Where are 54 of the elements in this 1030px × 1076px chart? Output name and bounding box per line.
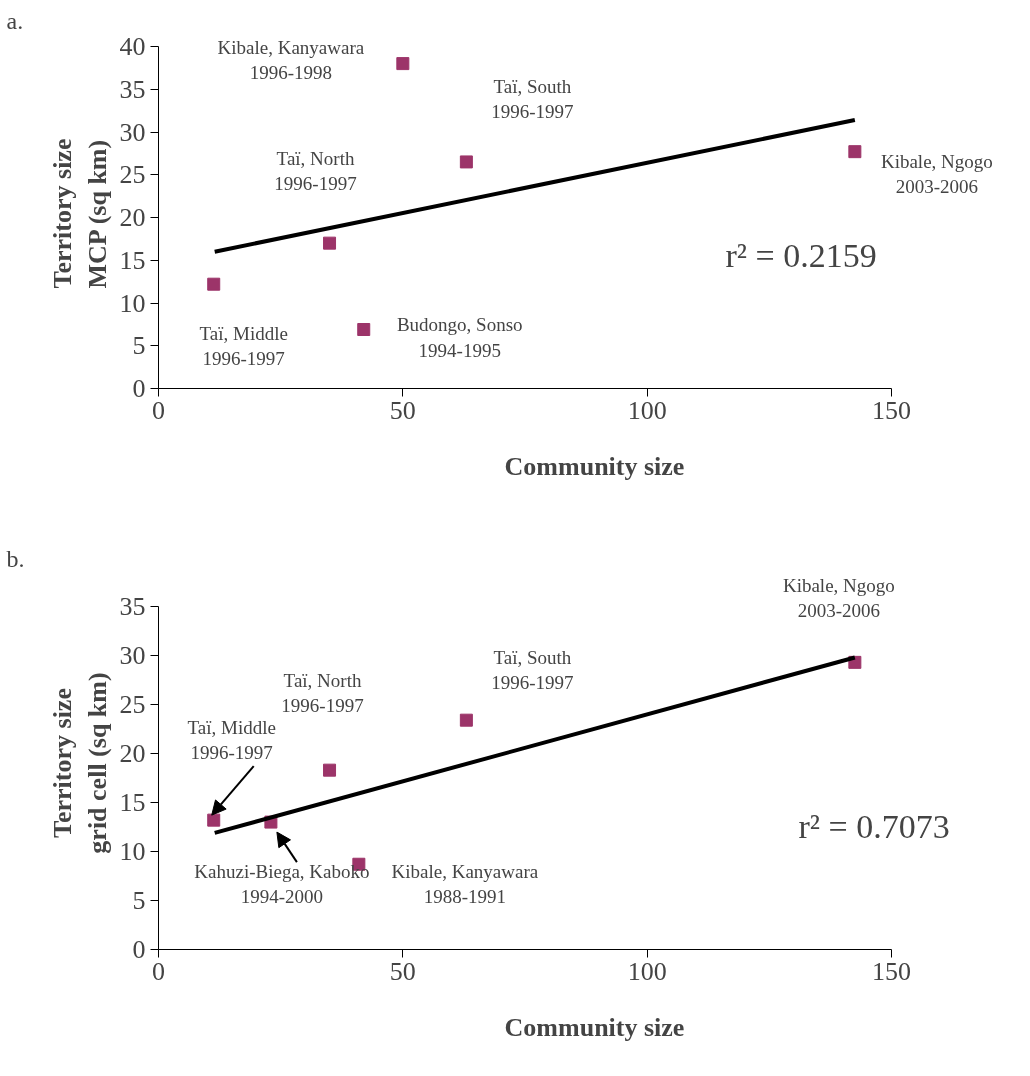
- x-tick-label: 100: [627, 956, 667, 986]
- point: [459, 155, 473, 169]
- x-axis-title: Community size: [504, 451, 685, 481]
- x-tick-label: 50: [389, 395, 416, 425]
- point: [207, 277, 221, 291]
- x-tick-label: 0: [152, 395, 165, 425]
- y-axis-title: Territory size MCP (sq km): [47, 138, 112, 289]
- annotation: Taï, North 1996-1997: [274, 148, 357, 195]
- y-tick-label: 30: [119, 117, 146, 147]
- y-tick-label: 10: [119, 288, 146, 318]
- chart-title: b.: [6, 545, 25, 572]
- point: [207, 813, 221, 827]
- chart-title: a.: [6, 7, 24, 34]
- y-tick-label: 25: [119, 690, 146, 719]
- x-tick-label: 150: [872, 956, 911, 986]
- annotation: Taï, South 1996-1997: [491, 647, 574, 694]
- y-tick-label: 20: [119, 203, 146, 232]
- annotation: Kahuzi-Biega, Kaboko 1994-2000: [194, 861, 370, 908]
- point: [323, 236, 337, 250]
- x-axis-title: Community size: [504, 1012, 685, 1042]
- y-tick-label: 5: [132, 331, 146, 361]
- x-tick-label: 150: [872, 395, 911, 425]
- annotation: Kibale, Ngogo 2003-2006: [782, 575, 895, 622]
- y-tick-label: 15: [119, 788, 146, 817]
- y-tick-label: 35: [119, 592, 146, 621]
- point: [459, 713, 473, 727]
- y-tick-label: 10: [119, 837, 146, 866]
- point: [848, 145, 862, 159]
- point: [396, 57, 410, 71]
- annotation: Taï, North 1996-1997: [281, 670, 364, 717]
- y-tick-label: 30: [119, 641, 146, 670]
- y-tick-label: 0: [132, 374, 146, 403]
- y-tick-label: 0: [132, 935, 146, 964]
- y-tick-label: 20: [119, 739, 146, 768]
- y-tick-label: 35: [119, 74, 146, 104]
- x-tick-label: 0: [152, 956, 165, 986]
- point: [323, 763, 337, 777]
- y-axis-title: Territory size grid cell (sq km): [47, 672, 112, 854]
- y-tick-label: 40: [119, 32, 146, 61]
- y-tick-label: 5: [132, 886, 146, 915]
- annotation: Taï, South 1996-1997: [491, 75, 574, 123]
- annotation: r² = 0.7073: [798, 807, 950, 845]
- x-tick-label: 100: [627, 395, 667, 425]
- x-tick-label: 50: [389, 956, 416, 986]
- annotation: Kibale, Kanyawara 1996-1998: [217, 36, 365, 83]
- y-tick-label: 15: [119, 245, 146, 275]
- annotation: Taï, Middle 1996-1997: [187, 717, 276, 764]
- annotation: Kibale, Ngogo 2003-2006: [880, 150, 993, 197]
- annotation: Taï, Middle 1996-1997: [199, 323, 288, 370]
- annotation: Kibale, Kanyawara 1988-1991: [391, 861, 539, 908]
- y-tick-label: 25: [119, 160, 146, 190]
- annotation: Budongo, Sonso 1994-1995: [396, 314, 523, 361]
- point: [357, 323, 371, 337]
- annotation: r² = 0.2159: [725, 236, 877, 274]
